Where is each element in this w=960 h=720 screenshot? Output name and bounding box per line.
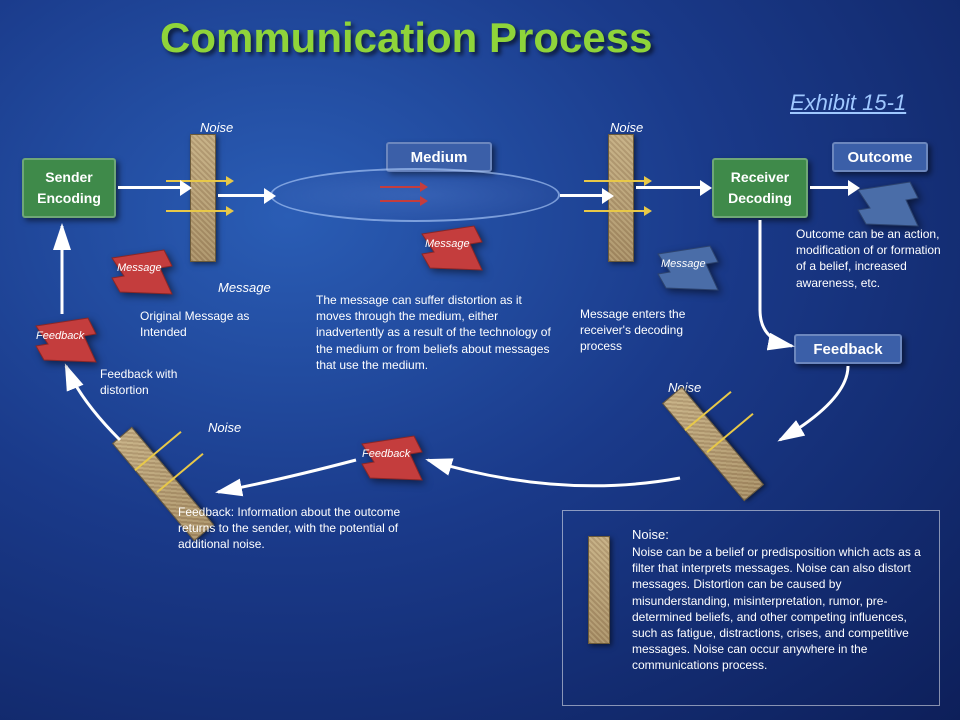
- noise-label-1: Noise: [200, 120, 233, 135]
- desc-original: Original Message as Intended: [140, 308, 280, 340]
- sender-line2: Encoding: [37, 188, 101, 209]
- y-arrow-1a-h: [226, 176, 234, 186]
- arrow-ellipse-noise2: [560, 194, 604, 197]
- y-arrow-1b-h: [226, 206, 234, 216]
- arrow-sender-noise1-h: [180, 180, 192, 196]
- zig-msg-red2: [420, 224, 484, 272]
- medium-ellipse: [270, 168, 560, 222]
- inner-arrow-2: [380, 200, 420, 202]
- inner-arrow-2-head: [420, 196, 428, 206]
- noise-bar-legend: [588, 536, 610, 644]
- zig-outcome: [856, 180, 920, 228]
- y-arrow-2b-h: [644, 206, 652, 216]
- zig-fb-red1: [34, 316, 98, 364]
- y-arrow-2b: [584, 210, 644, 212]
- noise-bar-1: [190, 134, 216, 262]
- noise-label-2: Noise: [610, 120, 643, 135]
- arrow-noise1-ellipse: [218, 194, 266, 197]
- arrow-noise2-receiver: [636, 186, 702, 189]
- receiver-line1: Receiver: [731, 167, 789, 188]
- desc-decode: Message enters the receiver's decoding p…: [580, 306, 720, 355]
- receiver-box: Receiver Decoding: [712, 158, 808, 218]
- noise-label-4: Noise: [208, 420, 241, 435]
- arrow-noise1-ellipse-h: [264, 188, 276, 204]
- zig-msg-blue: [656, 244, 720, 292]
- notes-body: Noise can be a belief or predisposition …: [632, 544, 930, 674]
- page-title: Communication Process: [160, 14, 652, 62]
- sender-box: Sender Encoding: [22, 158, 116, 218]
- y-arrow-2a: [584, 180, 644, 182]
- y-arrow-1b: [166, 210, 226, 212]
- arrow-noise2-receiver-h: [700, 180, 712, 196]
- arrow-sender-noise1: [118, 186, 180, 189]
- sender-line1: Sender: [45, 167, 92, 188]
- y-arrow-2a-h: [644, 176, 652, 186]
- arrow-receiver-outcome: [810, 186, 850, 189]
- y-arrow-1a: [166, 180, 226, 182]
- desc-fbinfo: Feedback: Information about the outcome …: [178, 504, 438, 553]
- zig-fb-red2: [360, 434, 424, 482]
- feedback-box: Feedback: [794, 334, 902, 364]
- desc-outcome: Outcome can be an action, modification o…: [796, 226, 950, 291]
- desc-fbdist: Feedback with distortion: [100, 366, 220, 398]
- message-under-bar: Message: [218, 280, 271, 295]
- arrow-ellipse-noise2-h: [602, 188, 614, 204]
- exhibit-label: Exhibit 15-1: [790, 90, 906, 116]
- receiver-line2: Decoding: [728, 188, 792, 209]
- inner-arrow-1: [380, 186, 420, 188]
- inner-arrow-1-head: [420, 182, 428, 192]
- outcome-box: Outcome: [832, 142, 928, 172]
- notes-title: Noise:: [632, 526, 669, 544]
- desc-medium: The message can suffer distortion as it …: [316, 292, 560, 373]
- zig-msg-red1: [110, 248, 174, 296]
